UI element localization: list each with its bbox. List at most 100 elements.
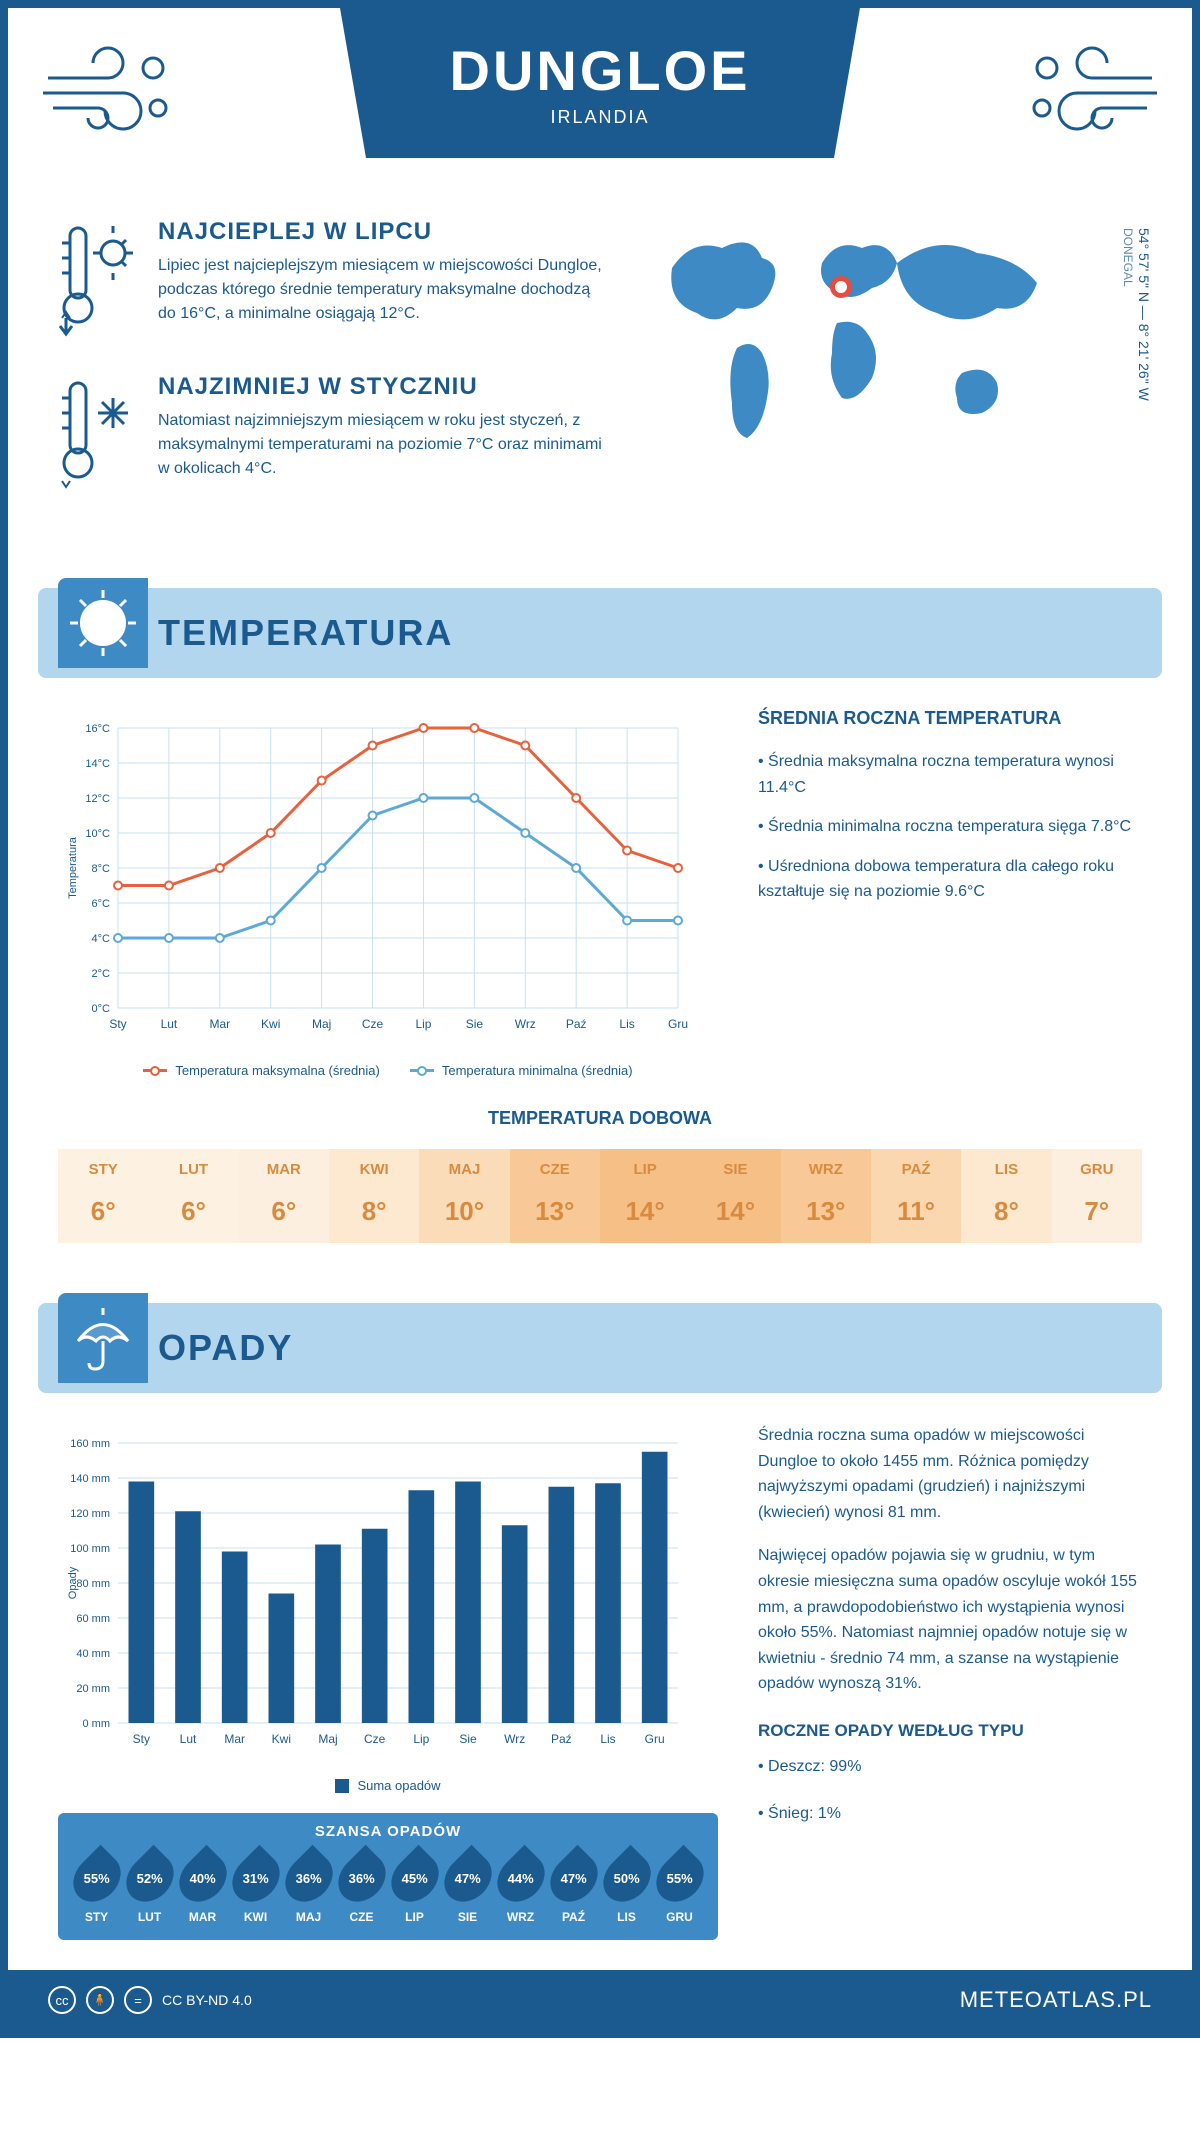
coldest-text: Natomiast najzimniejszym miesiącem w rok… [158, 409, 602, 481]
svg-text:6°C: 6°C [92, 898, 111, 910]
temp-cell: MAJ10° [419, 1149, 509, 1243]
chance-item: 55%GRU [653, 1852, 706, 1924]
svg-text:Kwi: Kwi [261, 1017, 280, 1031]
precipitation-summary: Średnia roczna suma opadów w miejscowośc… [758, 1423, 1142, 1940]
warmest-block: NAJCIEPLEJ W LIPCU Lipiec jest najcieple… [58, 218, 602, 343]
temp-bullet: • Średnia maksymalna roczna temperatura … [758, 749, 1142, 800]
raindrop-icon: 44% [487, 1845, 553, 1911]
svg-text:Cze: Cze [362, 1017, 384, 1031]
wind-deco-icon [1022, 38, 1162, 143]
section-title: OPADY [158, 1327, 293, 1369]
svg-text:Maj: Maj [318, 1732, 337, 1746]
chance-item: 31%KWI [229, 1852, 282, 1924]
temp-bullet: • Średnia minimalna roczna temperatura s… [758, 814, 1142, 840]
chance-item: 55%STY [70, 1852, 123, 1924]
raindrop-icon: 40% [169, 1845, 235, 1911]
temp-info-title: ŚREDNIA ROCZNA TEMPERATURA [758, 708, 1142, 729]
temp-bullet: • Uśredniona dobowa temperatura dla całe… [758, 854, 1142, 905]
svg-text:0°C: 0°C [92, 1003, 111, 1015]
chance-item: 45%LIP [388, 1852, 441, 1924]
cc-icon: cc [48, 1986, 76, 2014]
chance-item: 36%CZE [335, 1852, 388, 1924]
raindrop-icon: 36% [328, 1845, 394, 1911]
legend-min: Temperatura minimalna (średnia) [410, 1063, 633, 1078]
svg-text:Lip: Lip [415, 1017, 431, 1031]
precip-type-title: ROCZNE OPADY WEDŁUG TYPU [758, 1721, 1142, 1741]
temperature-line-chart: 0°C2°C4°C6°C8°C10°C12°C14°C16°CStyLutMar… [58, 708, 718, 1078]
coord-region: DONEGAL [1121, 228, 1135, 287]
svg-text:Maj: Maj [312, 1017, 331, 1031]
svg-text:16°C: 16°C [85, 723, 110, 735]
svg-text:Cze: Cze [364, 1732, 386, 1746]
footer: cc 🧍 = CC BY-ND 4.0 METEOATLAS.PL [8, 1970, 1192, 2030]
svg-text:Lis: Lis [619, 1017, 634, 1031]
chance-item: 47%PAŹ [547, 1852, 600, 1924]
svg-text:0 mm: 0 mm [83, 1718, 111, 1730]
nd-icon: = [124, 1986, 152, 2014]
location-marker-icon [830, 276, 852, 298]
svg-text:Kwi: Kwi [272, 1732, 291, 1746]
svg-text:14°C: 14°C [85, 758, 110, 770]
precip-para-2: Najwięcej opadów pojawia się w grudniu, … [758, 1543, 1142, 1697]
chance-item: 50%LIS [600, 1852, 653, 1924]
chance-item: 52%LUT [123, 1852, 176, 1924]
raindrop-icon: 50% [593, 1845, 659, 1911]
svg-text:12°C: 12°C [85, 793, 110, 805]
svg-text:Lip: Lip [413, 1732, 429, 1746]
precip-type-item: • Śnieg: 1% [758, 1800, 1142, 1829]
chance-title: SZANSA OPADÓW [70, 1823, 706, 1840]
site-name: METEOATLAS.PL [960, 1987, 1152, 2013]
precip-type-item: • Deszcz: 99% [758, 1753, 1142, 1782]
raindrop-icon: 36% [275, 1845, 341, 1911]
svg-text:100 mm: 100 mm [70, 1543, 110, 1555]
svg-text:Wrz: Wrz [515, 1017, 536, 1031]
precipitation-bar-chart: 0 mm20 mm40 mm60 mm80 mm100 mm120 mm140 … [58, 1423, 718, 1940]
svg-text:Temperatura: Temperatura [67, 836, 79, 899]
svg-text:Gru: Gru [668, 1017, 688, 1031]
svg-text:80 mm: 80 mm [76, 1578, 110, 1590]
svg-text:10°C: 10°C [85, 828, 110, 840]
temp-cell: PAŹ11° [871, 1149, 961, 1243]
svg-text:160 mm: 160 mm [70, 1438, 110, 1450]
coord-lon: 8° 21' 26" W [1136, 324, 1152, 401]
temp-cell: LIS8° [961, 1149, 1051, 1243]
intro-section: NAJCIEPLEJ W LIPCU Lipiec jest najcieple… [8, 188, 1192, 568]
raindrop-icon: 55% [646, 1845, 712, 1911]
chance-of-precipitation: SZANSA OPADÓW 55%STY52%LUT40%MAR31%KWI36… [58, 1813, 718, 1940]
svg-text:Sty: Sty [133, 1732, 150, 1746]
chance-item: 47%SIE [441, 1852, 494, 1924]
legend-precip: Suma opadów [335, 1778, 440, 1793]
svg-text:Sie: Sie [466, 1017, 484, 1031]
coldest-title: NAJZIMNIEJ W STYCZNIU [158, 373, 602, 401]
chance-item: 40%MAR [176, 1852, 229, 1924]
temperature-summary: ŚREDNIA ROCZNA TEMPERATURA • Średnia mak… [758, 708, 1142, 1078]
svg-text:Paź: Paź [566, 1017, 587, 1031]
thermometer-snow-icon [58, 373, 138, 498]
svg-text:Sie: Sie [459, 1732, 477, 1746]
svg-text:Lut: Lut [180, 1732, 197, 1746]
by-icon: 🧍 [86, 1986, 114, 2014]
sun-icon [58, 578, 148, 668]
svg-text:40 mm: 40 mm [76, 1648, 110, 1660]
temp-cell: GRU7° [1052, 1149, 1142, 1243]
warmest-title: NAJCIEPLEJ W LIPCU [158, 218, 602, 246]
temp-cell: CZE13° [510, 1149, 600, 1243]
country-subtitle: IRLANDIA [550, 107, 649, 128]
coldest-block: NAJZIMNIEJ W STYCZNIU Natomiast najzimni… [58, 373, 602, 498]
svg-text:8°C: 8°C [92, 863, 111, 875]
raindrop-icon: 31% [222, 1845, 288, 1911]
svg-text:Opady: Opady [67, 1566, 79, 1599]
warmest-text: Lipiec jest najcieplejszym miesiącem w m… [158, 254, 602, 326]
svg-text:Lut: Lut [161, 1017, 178, 1031]
city-title: DUNGLOE [450, 38, 751, 103]
raindrop-icon: 47% [540, 1845, 606, 1911]
precip-para-1: Średnia roczna suma opadów w miejscowośc… [758, 1423, 1142, 1525]
world-map: 54° 57' 5" N — 8° 21' 26" W DONEGAL [642, 218, 1142, 528]
svg-text:60 mm: 60 mm [76, 1613, 110, 1625]
header: DUNGLOE IRLANDIA [8, 8, 1192, 188]
chance-item: 44%WRZ [494, 1852, 547, 1924]
wind-deco-icon [38, 38, 178, 143]
svg-text:4°C: 4°C [92, 933, 111, 945]
section-header-temperature: TEMPERATURA [38, 588, 1162, 678]
license-text: CC BY-ND 4.0 [162, 1992, 252, 2008]
